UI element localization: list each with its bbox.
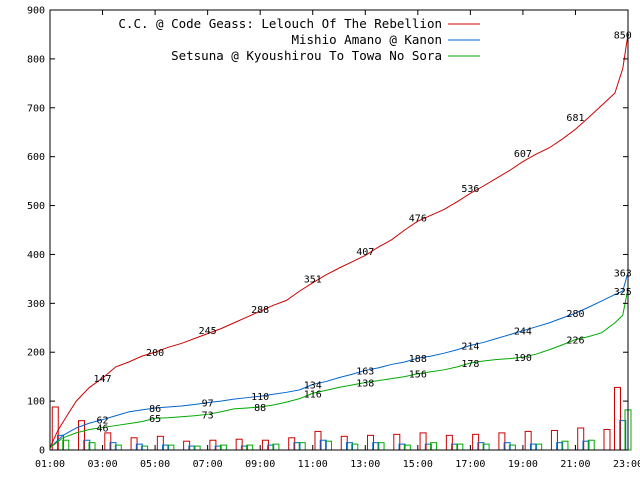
data-label: 73 <box>202 410 214 421</box>
data-label: 188 <box>409 354 427 365</box>
x-tick-label: 23:00 <box>613 459 640 470</box>
data-label: 190 <box>514 353 532 364</box>
data-label: 147 <box>94 374 112 385</box>
data-label: 156 <box>409 370 427 381</box>
data-label: 850 <box>614 30 632 41</box>
y-tick-label: 400 <box>27 250 45 261</box>
data-label: 46 <box>97 424 109 435</box>
data-label: 62 <box>97 416 109 427</box>
series-line-c-c <box>49 34 629 448</box>
data-label: 178 <box>461 359 479 370</box>
x-tick-label: 13:00 <box>350 459 380 470</box>
data-label: 65 <box>149 414 161 425</box>
data-label: 226 <box>566 336 584 347</box>
data-label: 363 <box>614 269 632 280</box>
x-tick-label: 01:00 <box>35 459 65 470</box>
data-label: 200 <box>146 348 164 359</box>
x-tick-label: 17:00 <box>455 459 485 470</box>
data-label: 536 <box>461 184 479 195</box>
series-line-setsuna <box>49 288 629 448</box>
data-label: 110 <box>251 392 269 403</box>
data-label: 607 <box>514 149 532 160</box>
y-tick-label: 900 <box>27 6 45 17</box>
data-label: 97 <box>202 399 214 410</box>
data-label: 214 <box>461 341 479 352</box>
series-line-mishio-amano <box>49 272 629 448</box>
lines-layer <box>49 34 629 448</box>
data-label: 325 <box>614 287 632 298</box>
legend-label: Setsuna @ Kyoushirou To Towa No Sora <box>171 48 442 63</box>
y-tick-label: 0 <box>39 446 45 457</box>
data-label: 681 <box>566 113 584 124</box>
x-tick-label: 03:00 <box>87 459 117 470</box>
ticks-layer: 0 100 200 300 400 500 600 700 800 900 01:00 03:00 05… <box>27 6 640 471</box>
data-label: 245 <box>199 326 217 337</box>
y-tick-label: 100 <box>27 397 45 408</box>
data-label: 244 <box>514 327 532 338</box>
y-tick-label: 200 <box>27 348 45 359</box>
x-tick-label: 09:00 <box>245 459 275 470</box>
axes-layer <box>49 9 629 451</box>
x-tick-label: 11:00 <box>298 459 328 470</box>
data-label: 116 <box>304 389 322 400</box>
data-label: 288 <box>251 305 269 316</box>
y-tick-label: 500 <box>27 201 45 212</box>
data-label: 138 <box>356 379 374 390</box>
data-label: 134 <box>304 380 322 391</box>
data-label: 407 <box>356 247 374 258</box>
y-tick-label: 700 <box>27 103 45 114</box>
data-label: 476 <box>409 213 427 224</box>
legend-label: Mishio Amano @ Kanon <box>291 32 442 47</box>
bars-layer <box>51 386 632 451</box>
x-tick-label: 19:00 <box>508 459 538 470</box>
y-tick-label: 600 <box>27 152 45 163</box>
data-label: 351 <box>304 274 322 285</box>
x-tick-label: 15:00 <box>403 459 433 470</box>
data-label: 86 <box>149 404 161 415</box>
data-labels-layer: 147 200 245 288 351 407 476 536 607 681 850 62 86 97 1… <box>94 30 632 434</box>
plot-frame <box>49 9 629 451</box>
x-tick-label: 21:00 <box>560 459 590 470</box>
data-label: 88 <box>254 403 266 414</box>
legend: C.C. @ Code Geass: Lelouch Of The Rebell… <box>118 16 480 63</box>
bar-c-c-21 <box>603 428 611 451</box>
y-tick-label: 300 <box>27 299 45 310</box>
data-label: 163 <box>356 366 374 377</box>
y-tick-label: 800 <box>27 54 45 65</box>
x-tick-label: 07:00 <box>193 459 223 470</box>
x-tick-label: 05:00 <box>140 459 170 470</box>
data-label: 280 <box>566 309 584 320</box>
legend-label: C.C. @ Code Geass: Lelouch Of The Rebell… <box>118 16 442 31</box>
